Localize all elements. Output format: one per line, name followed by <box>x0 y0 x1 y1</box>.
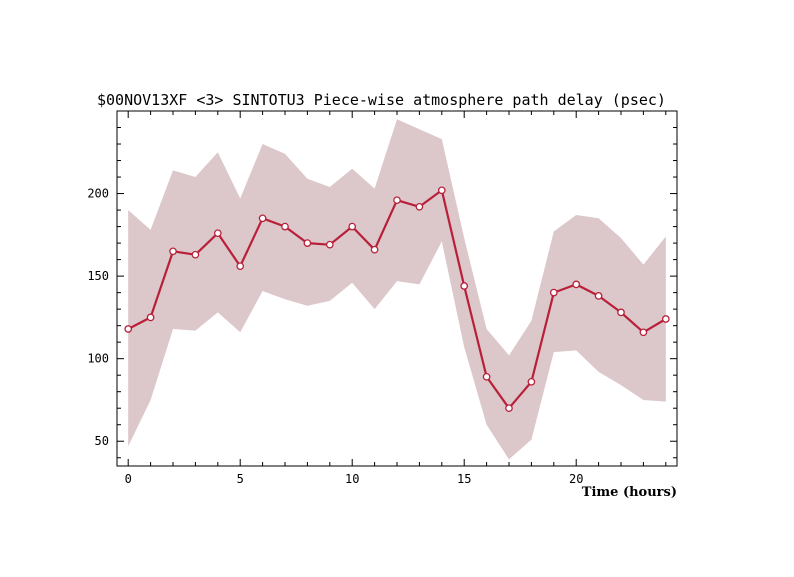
data-point <box>639 328 648 337</box>
x-tick-label: 10 <box>345 472 359 486</box>
data-point <box>460 282 469 290</box>
data-point <box>281 222 289 231</box>
axis-ticks-layer <box>117 110 677 466</box>
y-tick-label: 150 <box>87 269 109 283</box>
y-tick-label: 200 <box>87 187 109 201</box>
data-point <box>213 229 222 238</box>
data-point <box>236 262 245 271</box>
x-tick-label: 20 <box>569 472 583 486</box>
tick-labels-layer: 0 5 10 15 20 50 100 150 200 <box>87 187 583 486</box>
y-tick-label: 100 <box>87 352 109 366</box>
data-point <box>370 245 379 254</box>
x-tick-label: 15 <box>457 472 471 486</box>
data-point <box>572 280 581 289</box>
data-point <box>146 313 155 322</box>
uncertainty-band <box>128 119 666 460</box>
y-tick-label: 50 <box>95 434 109 448</box>
data-point <box>258 214 267 223</box>
data-point <box>393 196 401 205</box>
data-point <box>437 186 446 195</box>
data-points-layer <box>124 186 670 413</box>
x-tick-label: 0 <box>125 472 132 486</box>
data-point <box>482 372 491 381</box>
data-point <box>303 239 312 247</box>
data-point <box>505 404 513 413</box>
confidence-band-layer <box>128 119 666 460</box>
data-point <box>594 292 603 300</box>
x-axis-label: Time (hours) <box>582 485 677 500</box>
data-point <box>549 288 558 297</box>
x-tick-label: 5 <box>237 472 244 486</box>
data-point <box>415 202 424 211</box>
data-point <box>325 240 334 249</box>
chart-title: $00NOV13XF <3> SINTOTU3 Piece-wise atmos… <box>97 91 666 109</box>
data-point <box>169 247 177 256</box>
data-point <box>617 308 625 317</box>
data-point <box>348 222 357 231</box>
data-point <box>191 250 200 259</box>
data-point <box>527 377 536 386</box>
data-point <box>661 315 670 323</box>
data-point <box>124 325 133 333</box>
